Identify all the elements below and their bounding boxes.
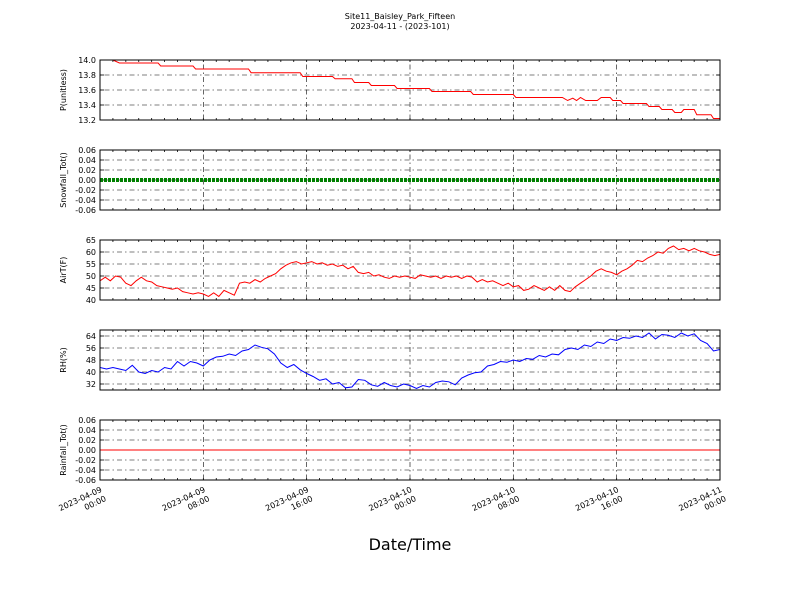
y-tick-label: 14.0 (78, 56, 96, 65)
panel-frame (99, 149, 721, 211)
y-tick-label: 65 (86, 236, 96, 245)
y-tick-label: 45 (86, 284, 96, 293)
panel-4: -0.06-0.04-0.020.000.020.040.06 Rainfall_… (59, 416, 721, 485)
y-tick-label: 56 (86, 344, 96, 353)
y-tick-label: 64 (86, 332, 96, 341)
y-tick-label: 50 (86, 272, 96, 281)
panel-0: 13.2 13.4 13.6 13.8 14.0 P(unitless) (59, 56, 721, 125)
y-tick-label: -0.04 (75, 466, 96, 475)
series-line (100, 332, 720, 390)
y-tick-label: -0.06 (75, 206, 96, 215)
y-tick-label: 0.02 (78, 436, 96, 445)
y-tick-label: 0.06 (78, 146, 96, 155)
panel-2: 40 45 50 55 60 65 AirT(F) (59, 236, 721, 305)
y-tick-label: 32 (86, 380, 96, 389)
y-tick-label: 0.06 (78, 416, 96, 425)
y-tick-label: -0.02 (75, 186, 96, 195)
y-tick-label: 0.00 (78, 446, 96, 455)
y-axis-label: P(unitless) (59, 69, 68, 111)
y-tick-label: 0.04 (78, 156, 96, 165)
y-tick-label: 13.4 (78, 101, 96, 110)
x-axis-label: Date/Time (369, 535, 452, 554)
panel-frame (99, 59, 721, 121)
y-tick-label: 13.8 (78, 71, 96, 80)
y-tick-label: 48 (86, 356, 96, 365)
y-tick-label: 40 (86, 296, 96, 305)
panel-frame (99, 419, 721, 481)
y-axis-label: RH(%) (59, 347, 68, 372)
chart-title: Site11_Baisley_Park_Fifteen (345, 12, 455, 21)
chart-subtitle: 2023-04-11 - (2023-101) (350, 22, 449, 31)
y-tick-label: 0.04 (78, 426, 96, 435)
y-tick-label: 13.2 (78, 116, 96, 125)
y-axis-label: Snowfall_Tot() (59, 152, 68, 208)
y-tick-label: -0.02 (75, 456, 96, 465)
panel-3: 32 40 48 56 64 RH(%) (59, 329, 721, 391)
y-tick-label: 0.02 (78, 166, 96, 175)
y-tick-label: 13.6 (78, 86, 96, 95)
y-tick-label: -0.06 (75, 476, 96, 485)
y-axis-label: AirT(F) (59, 257, 68, 284)
panel-frame (99, 329, 721, 391)
y-tick-label: 0.00 (78, 176, 96, 185)
y-tick-label: 60 (86, 248, 96, 257)
panel-frame (99, 239, 721, 301)
y-tick-label: 55 (86, 260, 96, 269)
y-axis-label: Rainfall_Tot() (59, 424, 68, 476)
panel-1: -0.06-0.04-0.020.000.020.040.06 Snowfall_… (59, 146, 721, 215)
series-line (111, 60, 720, 119)
panels: 13.213.413.613.814.0P(unitless)-0.06-0.0… (59, 56, 721, 485)
series-line (100, 245, 720, 298)
y-tick-label: 40 (86, 368, 96, 377)
y-tick-label: -0.04 (75, 196, 96, 205)
